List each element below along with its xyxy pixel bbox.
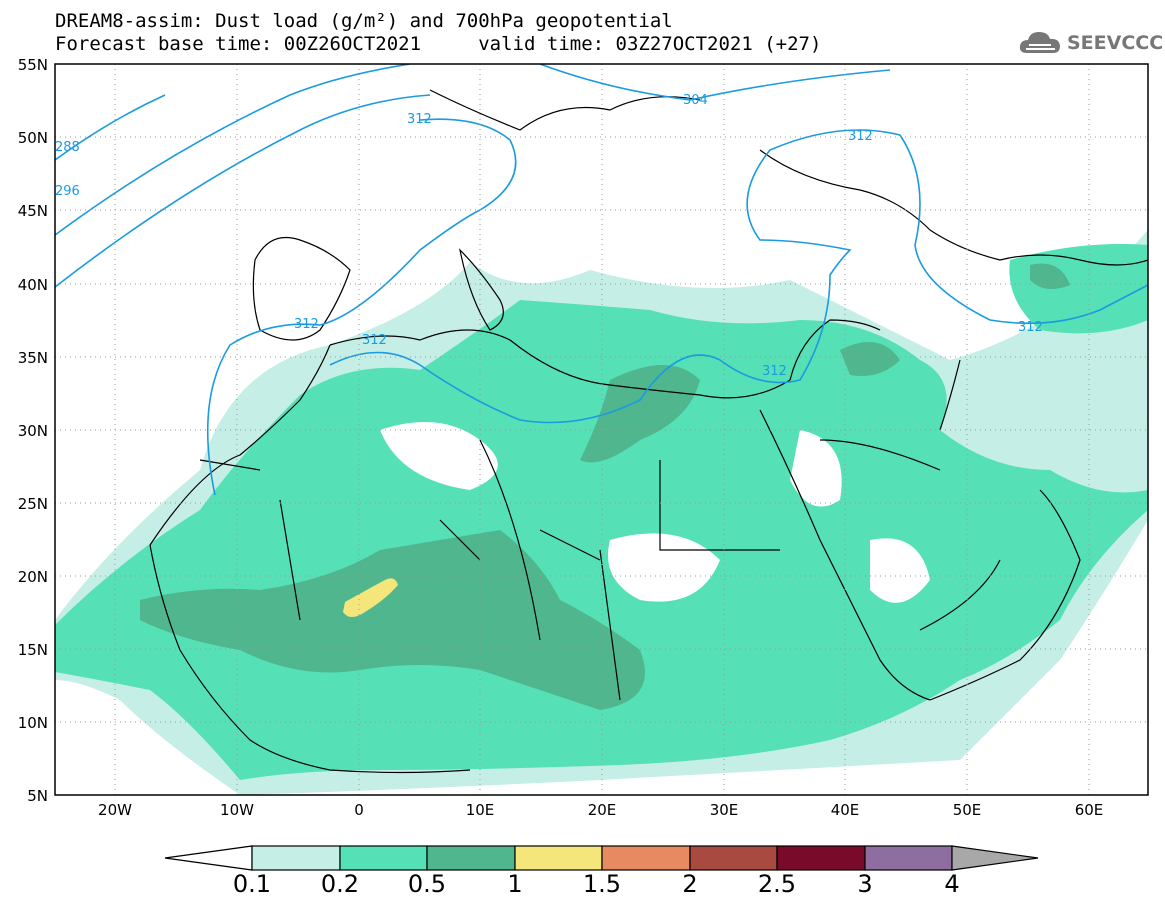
colorbar-bin (864, 845, 953, 871)
colorbar-bin (339, 845, 428, 871)
geopotential-contours (55, 64, 1148, 496)
lat-label: 55N (17, 56, 48, 74)
graticule (55, 64, 1148, 795)
contour-label: 312 (1018, 320, 1043, 335)
contour-label: 312 (294, 317, 319, 332)
lon-label: 10E (465, 801, 495, 819)
colorbar-label: 4 (944, 870, 960, 898)
colorbar-label: 0.1 (232, 870, 272, 898)
map-subtitle: Forecast base time: 00Z26OCT2021 valid t… (55, 33, 822, 55)
colorbar-bin (689, 845, 778, 871)
contour-label: 312 (848, 129, 873, 144)
map-title: DREAM8-assim: Dust load (g/m²) and 700hP… (55, 10, 673, 32)
lat-label: 45N (17, 202, 48, 220)
contour-label: 312 (407, 112, 432, 127)
lat-label: 25N (17, 495, 48, 513)
lat-label: 15N (17, 641, 48, 659)
colorbar-label: 2.5 (757, 870, 797, 898)
lat-label: 35N (17, 349, 48, 367)
lat-label: 20N (17, 568, 48, 586)
colorbar-low-arrow (164, 845, 253, 871)
dust-field-dark (140, 263, 1070, 710)
lat-label: 5N (27, 787, 48, 805)
coastlines (149, 89, 1148, 774)
contour-label-group: 288 296 312 304 312 312 312 312 312 (55, 93, 1043, 379)
lon-label: 20E (587, 801, 617, 819)
colorbar-label: 2 (682, 870, 698, 898)
lon-label: 50E (952, 801, 982, 819)
colorbar-label: 1 (507, 870, 523, 898)
colorbar-label: 3 (857, 870, 873, 898)
colorbar-bin (601, 845, 691, 871)
lon-label: 20W (98, 801, 132, 819)
colorbar-high-arrow (951, 845, 1039, 871)
lat-label: 40N (17, 276, 48, 294)
colorbar (164, 845, 1039, 871)
contour-label: 304 (683, 93, 708, 108)
contour-label: 296 (55, 184, 80, 199)
colorbar-label: 0.2 (320, 870, 360, 898)
colorbar-label: 1.5 (582, 870, 622, 898)
cloud-icon (1019, 32, 1060, 53)
contour-label: 288 (55, 140, 80, 155)
contour-label: 312 (762, 364, 787, 379)
lat-label: 30N (17, 422, 48, 440)
colorbar-bin (426, 845, 516, 871)
lon-label: 30E (709, 801, 739, 819)
dust-field-yellow (343, 578, 398, 617)
map-frame (54, 63, 1149, 796)
seevccc-logo: SEEVCCC (1017, 27, 1163, 59)
logo-text: SEEVCCC (1067, 32, 1164, 54)
lon-label: 40E (830, 801, 860, 819)
lon-label: 0 (354, 801, 364, 819)
contour-label: 312 (362, 333, 387, 348)
lat-label: 10N (17, 714, 48, 732)
colorbar-bin (514, 845, 603, 871)
lon-label: 60E (1074, 801, 1104, 819)
colorbar-label: 0.5 (407, 870, 447, 898)
colorbar-bin (251, 845, 341, 871)
lon-label: 10W (220, 801, 254, 819)
colorbar-bin (776, 845, 866, 871)
lat-label: 50N (17, 129, 48, 147)
